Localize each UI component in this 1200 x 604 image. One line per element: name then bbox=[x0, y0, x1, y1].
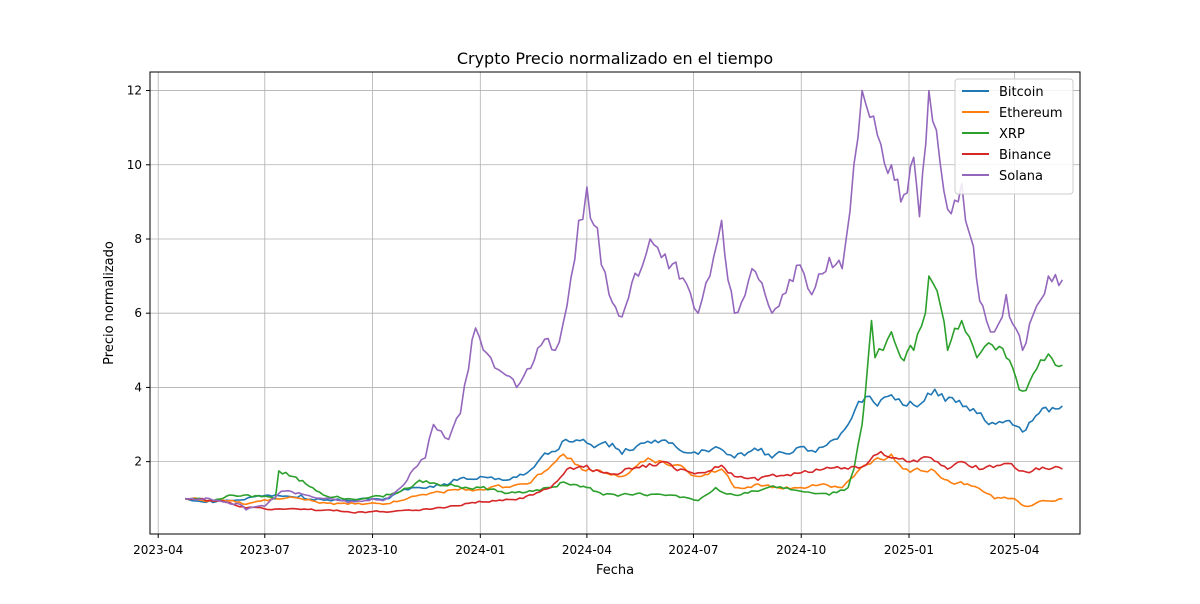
x-axis-label: Fecha bbox=[596, 563, 634, 578]
x-tick-label: 2024-04 bbox=[562, 543, 612, 557]
legend-label: Bitcoin bbox=[999, 85, 1044, 100]
legend-label: XRP bbox=[999, 127, 1025, 142]
legend-box bbox=[954, 78, 1074, 195]
y-tick-label: 10 bbox=[127, 158, 142, 172]
series-line-binance bbox=[184, 450, 1063, 514]
y-tick-label: 4 bbox=[134, 380, 142, 394]
y-tick-label: 2 bbox=[134, 455, 142, 469]
series-lines bbox=[184, 89, 1064, 514]
axis-ticks: 2023-04 2023-07 2023-10 2024-01 2024-04 2024-… bbox=[127, 84, 1040, 557]
x-tick-label: 2023-07 bbox=[240, 543, 290, 557]
series-line-xrp bbox=[184, 275, 1063, 502]
series-line-solana bbox=[185, 89, 1064, 511]
x-tick-label: 2025-04 bbox=[989, 543, 1039, 557]
chart-title: Crypto Precio normalizado en el tiempo bbox=[457, 49, 773, 68]
x-tick-label: 2024-07 bbox=[668, 543, 718, 557]
x-tick-label: 2025-01 bbox=[884, 543, 934, 557]
plot-area-frame bbox=[149, 71, 1081, 535]
x-tick-label: 2024-10 bbox=[776, 543, 826, 557]
series-line-bitcoin bbox=[184, 388, 1063, 504]
legend-label: Binance bbox=[999, 148, 1051, 163]
series-line-ethereum bbox=[184, 453, 1063, 508]
y-tick-label: 8 bbox=[134, 232, 142, 246]
x-tick-label: 2023-04 bbox=[133, 543, 183, 557]
x-tick-label: 2024-01 bbox=[455, 543, 505, 557]
legend-label: Solana bbox=[999, 169, 1043, 184]
legend: Bitcoin Ethereum XRP Binance Solana bbox=[954, 78, 1074, 195]
y-tick-label: 12 bbox=[127, 84, 142, 98]
x-tick-label: 2023-10 bbox=[347, 543, 397, 557]
legend-label: Ethereum bbox=[999, 106, 1063, 121]
y-tick-label: 6 bbox=[134, 306, 142, 320]
y-axis-label: Precio normalizado bbox=[102, 241, 117, 365]
